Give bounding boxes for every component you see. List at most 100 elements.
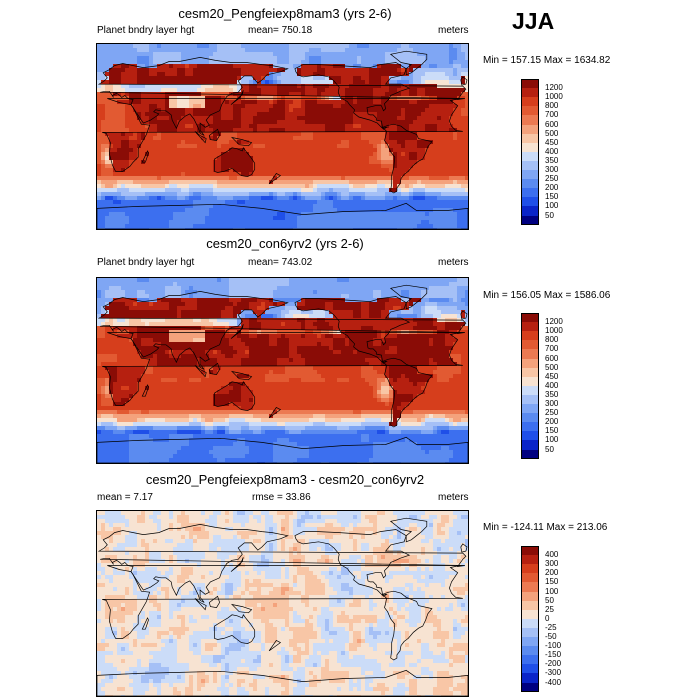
heatmap-cell: [121, 92, 126, 97]
heatmap-cell: [461, 116, 466, 121]
heatmap-cell: [417, 172, 422, 177]
heatmap-cell: [149, 124, 154, 129]
heatmap-cell: [437, 108, 442, 113]
heatmap-cell: [333, 208, 338, 213]
heatmap-cell: [165, 140, 170, 145]
heatmap-cell: [413, 192, 418, 197]
heatmap-cell: [393, 212, 398, 217]
heatmap-cell: [381, 184, 386, 189]
heatmap-cell: [381, 188, 386, 193]
heatmap-cell: [205, 286, 210, 291]
heatmap-cell: [177, 64, 182, 69]
heatmap-cell: [325, 224, 330, 229]
heatmap-cell: [177, 196, 182, 201]
heatmap-cell: [353, 72, 358, 77]
heatmap-cell: [465, 100, 468, 105]
heatmap-cell: [221, 172, 226, 177]
heatmap-cell: [405, 144, 410, 149]
heatmap-cell: [449, 168, 454, 173]
heatmap-cell: [385, 172, 390, 177]
heatmap-cell: [425, 120, 430, 125]
heatmap-cell: [325, 212, 330, 217]
heatmap-cell: [277, 72, 282, 77]
heatmap-cell: [389, 298, 394, 303]
heatmap-cell: [277, 200, 282, 205]
heatmap-cell: [329, 290, 334, 295]
heatmap-cell: [305, 188, 310, 193]
heatmap-cell: [217, 290, 222, 295]
heatmap-cell: [249, 48, 254, 53]
heatmap-cell: [389, 208, 394, 213]
heatmap-cell: [221, 144, 226, 149]
heatmap-cell: [421, 286, 426, 291]
heatmap-cell: [177, 84, 182, 89]
heatmap-cell: [345, 286, 350, 291]
heatmap-cell: [445, 88, 450, 93]
coastline: [194, 131, 207, 144]
heatmap-cell: [269, 48, 274, 53]
heatmap-cell: [101, 294, 106, 299]
heatmap-cell: [325, 184, 330, 189]
heatmap-cell: [361, 84, 366, 89]
heatmap-cell: [297, 224, 302, 229]
heatmap-cell: [329, 220, 334, 225]
heatmap-cell: [141, 60, 146, 65]
heatmap-cell: [241, 128, 246, 133]
heatmap-cell: [249, 220, 254, 225]
heatmap-cell: [209, 68, 214, 73]
heatmap-cell: [433, 160, 438, 165]
heatmap-cell: [245, 278, 250, 283]
heatmap-cell: [149, 184, 154, 189]
heatmap-cell: [141, 148, 146, 153]
heatmap-cell: [145, 184, 150, 189]
heatmap-cell: [209, 152, 214, 157]
heatmap-cell: [121, 120, 126, 125]
heatmap-cell: [393, 116, 398, 121]
heatmap-cell: [233, 112, 238, 117]
heatmap-cell: [253, 196, 258, 201]
heatmap-cell: [197, 228, 202, 229]
heatmap-cell: [241, 184, 246, 189]
heatmap-cell: [333, 228, 338, 229]
heatmap-cell: [181, 132, 186, 137]
heatmap-cell: [141, 196, 146, 201]
heatmap-cell: [329, 188, 334, 193]
heatmap-cell: [353, 224, 358, 229]
heatmap-cell: [341, 56, 346, 61]
heatmap-cell: [453, 112, 458, 117]
heatmap-cell: [213, 294, 218, 299]
heatmap-cell: [113, 84, 118, 89]
heatmap-cell: [113, 156, 118, 161]
heatmap-cell: [273, 132, 278, 137]
heatmap-cell: [337, 184, 342, 189]
heatmap-cell: [401, 220, 406, 225]
heatmap-cell: [377, 216, 382, 221]
heatmap-cell: [145, 44, 150, 49]
heatmap-cell: [393, 176, 398, 181]
heatmap-cell: [289, 84, 294, 89]
heatmap-cell: [409, 60, 414, 65]
heatmap-cell: [349, 116, 354, 121]
heatmap-cell: [253, 192, 258, 197]
heatmap-cell: [249, 104, 254, 109]
heatmap-cell: [353, 168, 358, 173]
heatmap-cell: [305, 184, 310, 189]
heatmap-cell: [301, 224, 306, 229]
heatmap-cell: [329, 92, 334, 97]
heatmap-cell: [317, 120, 322, 125]
heatmap-cell: [321, 140, 326, 145]
heatmap-cell: [197, 132, 202, 137]
heatmap-cell: [357, 80, 362, 85]
heatmap-cell: [345, 282, 350, 287]
heatmap-cell: [317, 44, 322, 49]
heatmap-cell: [365, 176, 370, 181]
heatmap-cell: [405, 220, 410, 225]
heatmap-cell: [457, 60, 462, 65]
heatmap-cell: [125, 200, 130, 205]
heatmap-cell: [197, 156, 202, 161]
heatmap-cell: [197, 72, 202, 77]
heatmap-cell: [393, 132, 398, 137]
heatmap-cell: [101, 286, 106, 291]
heatmap-cell: [109, 208, 114, 213]
heatmap-cell: [157, 128, 162, 133]
